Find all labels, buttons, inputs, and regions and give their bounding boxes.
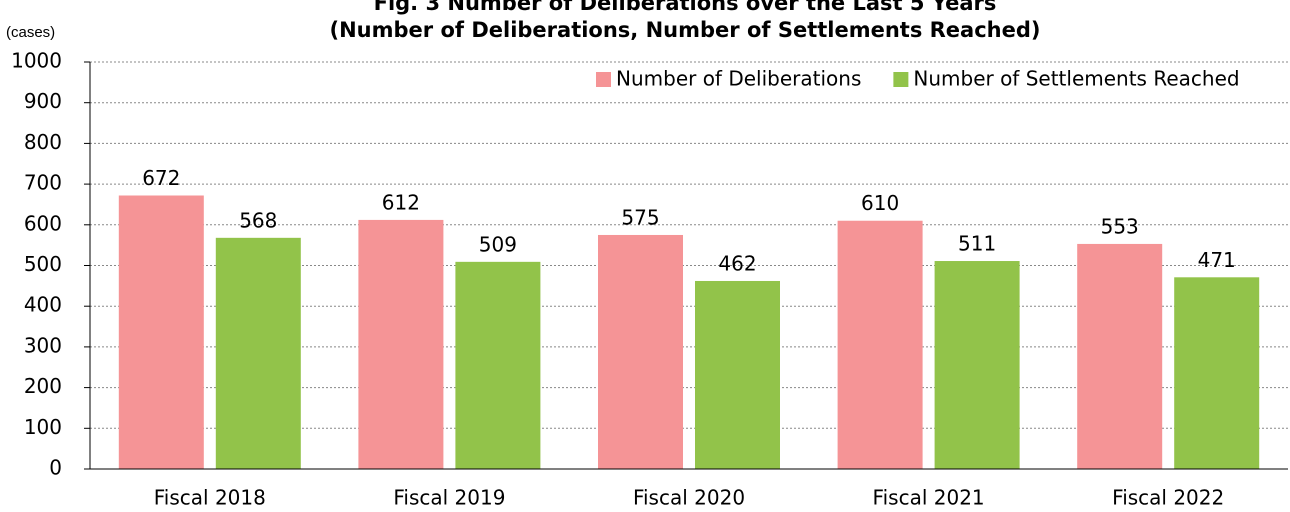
y-tick-label: 400 <box>24 293 62 317</box>
legend-label: Number of Deliberations <box>616 67 861 91</box>
legend-label: Number of Settlements Reached <box>913 67 1239 91</box>
bar <box>837 220 923 469</box>
bar <box>358 219 444 469</box>
value-label: 610 <box>861 191 899 215</box>
x-tick-label: Fiscal 2022 <box>1112 486 1224 510</box>
value-label: 509 <box>479 232 517 256</box>
value-label: 612 <box>382 190 420 214</box>
value-label: 553 <box>1101 214 1139 238</box>
value-label: 575 <box>621 205 659 229</box>
x-tick-label: Fiscal 2018 <box>154 486 266 510</box>
y-tick-label: 0 <box>49 456 62 480</box>
x-tick-label: Fiscal 2021 <box>873 486 985 510</box>
y-tick-label: 300 <box>24 333 62 357</box>
y-tick-label: 500 <box>24 252 62 276</box>
y-tick-label: 800 <box>24 130 62 154</box>
value-label: 462 <box>718 251 756 275</box>
y-tick-label: 700 <box>24 171 62 195</box>
y-tick-label: 900 <box>24 89 62 113</box>
value-label: 672 <box>142 166 180 190</box>
chart-title: Fig. 3 Number of Deliberations over the … <box>374 0 997 15</box>
bar <box>118 195 204 469</box>
x-tick-label: Fiscal 2020 <box>633 486 745 510</box>
value-label: 568 <box>239 208 277 232</box>
bar <box>1077 243 1163 469</box>
y-tick-label: 100 <box>24 415 62 439</box>
value-label: 511 <box>958 232 996 256</box>
bar <box>598 234 683 469</box>
bar <box>1174 277 1260 469</box>
y-tick-label: 1000 <box>11 49 62 73</box>
x-tick-label: Fiscal 2019 <box>393 486 505 510</box>
bar <box>934 261 1020 469</box>
chart-subtitle: (Number of Deliberations, Number of Sett… <box>330 18 1041 42</box>
legend-swatch <box>893 72 909 87</box>
legend-swatch <box>596 72 611 87</box>
y-tick-label: 600 <box>24 211 62 235</box>
bar <box>215 237 301 469</box>
bar <box>455 261 541 469</box>
y-axis-label: (cases) <box>6 24 55 41</box>
bar <box>695 280 780 469</box>
value-label: 471 <box>1198 248 1236 272</box>
y-tick-label: 200 <box>24 374 62 398</box>
